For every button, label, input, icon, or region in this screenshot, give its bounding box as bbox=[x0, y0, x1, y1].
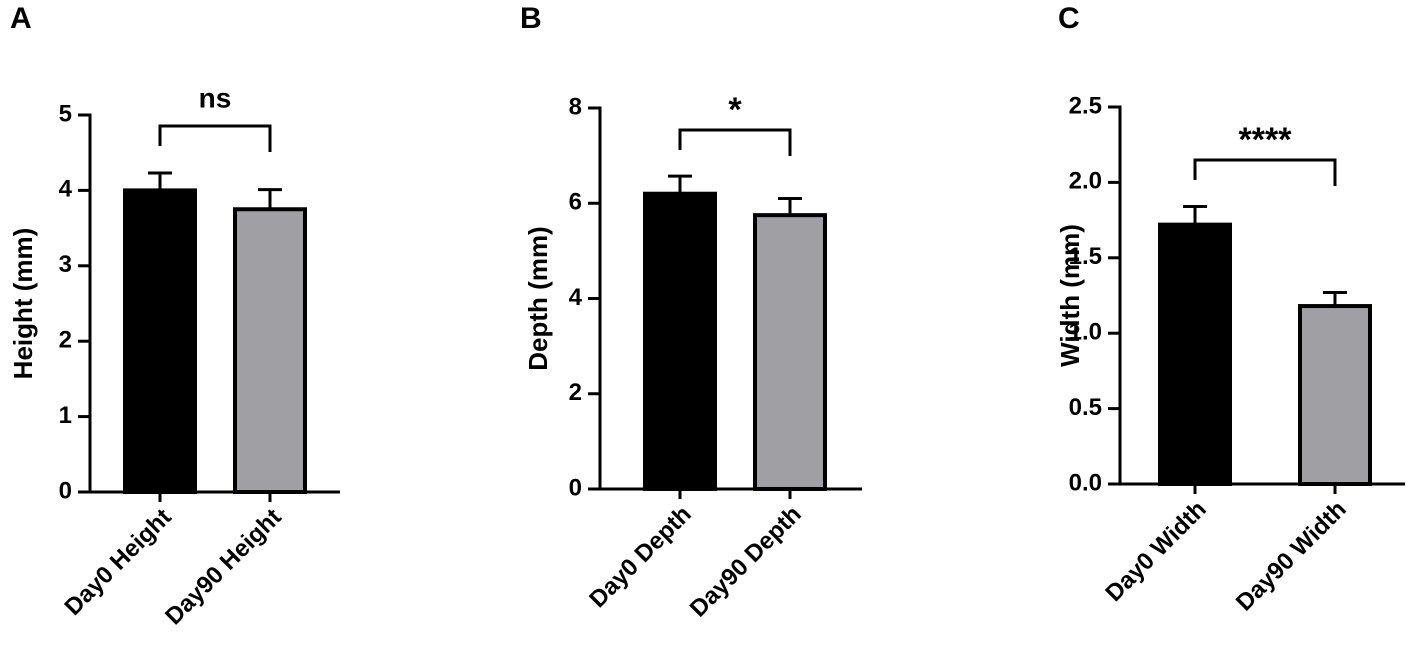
y-tick-label: 1.0 bbox=[1069, 319, 1102, 346]
y-tick-label: 0 bbox=[59, 477, 72, 504]
y-tick-label: 2.0 bbox=[1069, 168, 1102, 195]
y-tick-label: 0.0 bbox=[1069, 469, 1102, 496]
x-tick-label: Day0 Height bbox=[60, 504, 177, 621]
y-tick-label: 6 bbox=[569, 189, 582, 216]
bar bbox=[123, 188, 197, 494]
y-tick-label: 8 bbox=[569, 93, 582, 120]
significance-bracket bbox=[1193, 158, 1337, 186]
y-tick-label: 5 bbox=[59, 100, 72, 127]
y-tick-label: 2 bbox=[569, 379, 582, 406]
y-tick-label: 4 bbox=[59, 176, 73, 203]
bar bbox=[1158, 222, 1232, 486]
significance-label: **** bbox=[1239, 121, 1293, 159]
x-tick-label: Day0 Width bbox=[1100, 496, 1211, 607]
panel-label: B bbox=[520, 2, 542, 35]
y-tick-label: 2.5 bbox=[1069, 92, 1102, 119]
panel-label: A bbox=[10, 2, 32, 35]
bar bbox=[233, 207, 307, 494]
y-tick-label: 0 bbox=[569, 474, 582, 501]
significance-bracket bbox=[158, 124, 272, 152]
bar bbox=[643, 191, 717, 491]
significance-label: * bbox=[728, 91, 742, 129]
y-tick-label: 2 bbox=[59, 327, 72, 354]
x-tick-label: Day90 Height bbox=[160, 504, 287, 631]
y-tick-label: 0.5 bbox=[1069, 394, 1102, 421]
bar bbox=[753, 213, 827, 491]
x-tick-label: Day0 Depth bbox=[584, 501, 696, 613]
bar bbox=[1298, 304, 1372, 486]
significance-label: ns bbox=[199, 82, 232, 113]
y-tick-label: 4 bbox=[569, 284, 583, 311]
y-tick-label: 3 bbox=[59, 251, 72, 278]
x-tick-label: Day90 Width bbox=[1231, 496, 1352, 617]
x-tick-label: Day90 Depth bbox=[685, 501, 807, 623]
y-axis-label: Height (mm) bbox=[8, 228, 38, 380]
significance-bracket bbox=[678, 128, 792, 156]
y-tick-label: 1.5 bbox=[1069, 243, 1102, 270]
y-tick-label: 1 bbox=[59, 402, 72, 429]
panel-label: C bbox=[1058, 2, 1080, 35]
y-axis-label: Width (mm) bbox=[1055, 224, 1085, 367]
y-axis-label: Depth (mm) bbox=[523, 226, 553, 370]
